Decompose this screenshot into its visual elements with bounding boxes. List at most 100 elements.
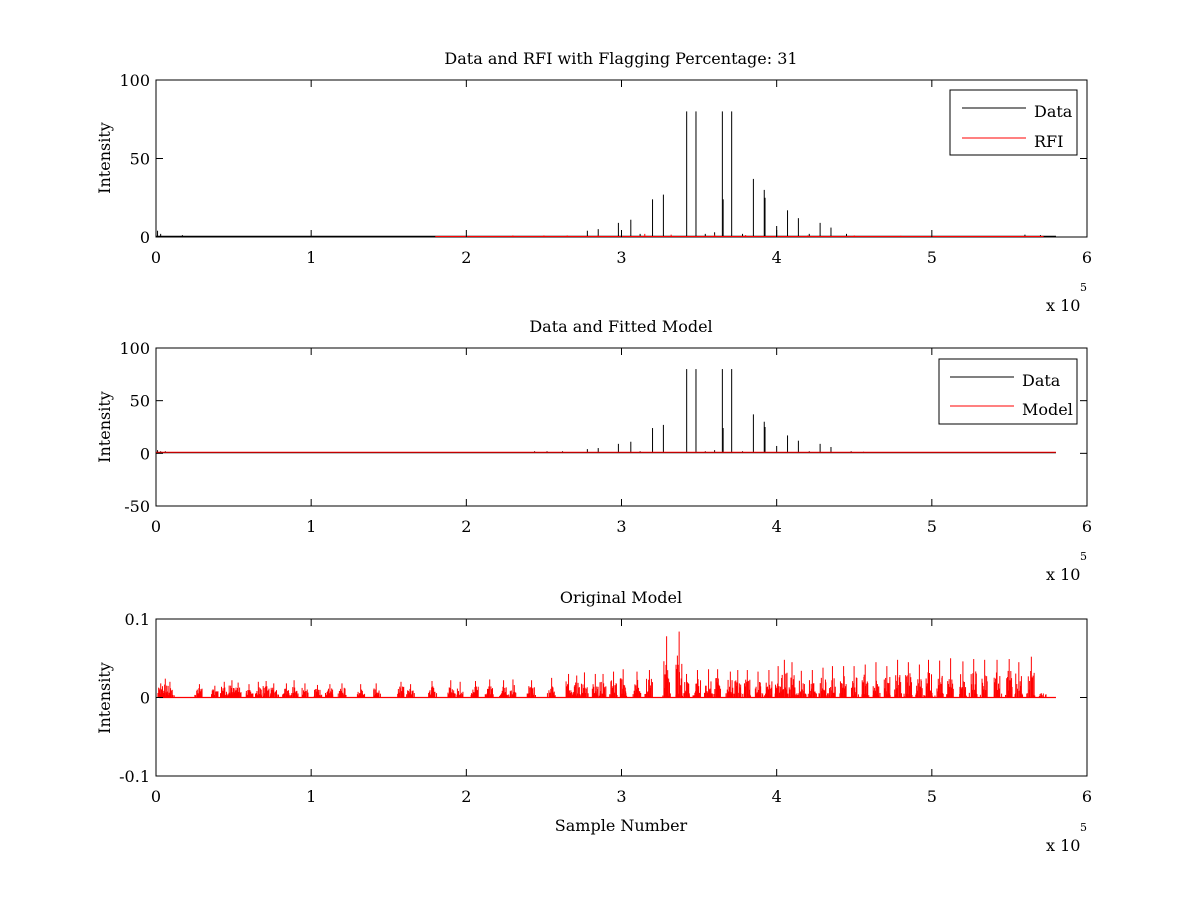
- series-burst: [796, 670, 807, 698]
- series-burst: [166, 681, 175, 698]
- series-burst: [1005, 659, 1013, 698]
- series-burst: [675, 631, 683, 698]
- series-burst: [968, 659, 978, 698]
- plot-area: [155, 347, 1088, 507]
- x-tick-label: 1: [306, 517, 316, 536]
- series-burst: [903, 662, 913, 698]
- series-burst: [754, 671, 764, 698]
- legend-box: [949, 89, 1078, 156]
- series-burst: [227, 680, 236, 698]
- x-tick-label: 6: [1082, 787, 1092, 806]
- legend-label-rfi: RFI: [1034, 132, 1063, 151]
- series-burst: [632, 671, 642, 698]
- series-burst: [781, 659, 789, 698]
- series-burst: [924, 659, 933, 698]
- y-tick-label: 50: [130, 392, 150, 411]
- x-exponent-power: 5: [1080, 550, 1087, 563]
- ticks-layer: 0 1 2 3 4 5 6-0.100.1: [119, 610, 1092, 806]
- y-tick-label: 0: [140, 444, 150, 463]
- series-burst: [211, 685, 219, 698]
- x-tick-label: 5: [927, 248, 937, 267]
- series-burst: [428, 681, 438, 698]
- series-layer: [157, 631, 1056, 699]
- x-tick-label: 0: [151, 248, 161, 267]
- series-burst: [915, 664, 925, 698]
- x-tick-label: 5: [927, 517, 937, 536]
- series-burst: [546, 677, 556, 698]
- series-burst: [591, 673, 599, 698]
- x-tick-label: 1: [306, 787, 316, 806]
- series-burst: [598, 673, 607, 698]
- series-burst: [289, 680, 299, 698]
- y-axis-label: Intensity: [95, 662, 114, 734]
- series-burst: [356, 684, 366, 698]
- series-burst: [301, 683, 309, 698]
- series-burst: [725, 671, 735, 698]
- series-burst: [839, 666, 847, 698]
- legend-box: [938, 358, 1078, 425]
- series-burst: [818, 667, 829, 698]
- x-exponent-power: 5: [1080, 281, 1087, 294]
- series-burst: [692, 670, 702, 698]
- x-tick-label: 0: [151, 787, 161, 806]
- series-burst: [456, 681, 464, 698]
- series-burst: [763, 670, 773, 698]
- series-burst: [337, 683, 347, 698]
- series-burst: [484, 679, 494, 698]
- series-burst: [644, 670, 653, 698]
- series-burst: [397, 681, 405, 698]
- series-burst: [499, 680, 508, 698]
- chart-title: Data and Fitted Model: [529, 317, 712, 336]
- x-tick-label: 1: [306, 248, 316, 267]
- x-tick-label: 2: [461, 787, 471, 806]
- x-exponent-label: x 10: [1046, 296, 1080, 315]
- x-exponent-label: x 10: [1046, 565, 1080, 584]
- series-burst: [1014, 662, 1024, 698]
- legend-label-model: Model: [1022, 400, 1073, 419]
- y-tick-label: 0: [140, 689, 150, 708]
- series-burst: [850, 666, 859, 698]
- series-burst: [774, 666, 783, 698]
- series-burst: [571, 675, 582, 698]
- series-burst: [883, 666, 891, 698]
- series-burst: [313, 684, 323, 698]
- series-burst: [609, 671, 618, 698]
- series-burst: [1038, 693, 1047, 698]
- x-tick-label: 2: [461, 248, 471, 267]
- series-burst: [827, 666, 836, 698]
- panel-original-model: 0 1 2 3 4 5 6-0.100.1 Original Model Intensity…: [95, 588, 1092, 855]
- series-burst: [993, 659, 1003, 698]
- legend: Data Model: [938, 358, 1078, 425]
- legend-label-data: Data: [1022, 371, 1061, 390]
- series-burst: [946, 658, 954, 698]
- series-burst: [787, 662, 797, 698]
- series-burst: [245, 684, 254, 698]
- ticks-layer: 0 1 2 3 4 5 6 0 50 100: [119, 71, 1092, 267]
- y-tick-label: 100: [119, 71, 150, 90]
- series-burst: [234, 682, 242, 698]
- series-burst: [1026, 656, 1036, 698]
- series-burst: [894, 659, 902, 698]
- x-exponent-label: x 10: [1046, 836, 1080, 855]
- x-tick-label: 3: [616, 787, 626, 806]
- x-tick-label: 2: [461, 517, 471, 536]
- y-tick-label: 50: [130, 150, 150, 169]
- series-burst: [733, 670, 742, 698]
- series-burst: [959, 661, 967, 698]
- series-burst: [508, 679, 517, 698]
- series-layer: [156, 111, 1056, 238]
- series-burst: [807, 670, 817, 698]
- y-tick-label: 100: [119, 339, 150, 358]
- series-burst: [373, 683, 381, 698]
- series-burst: [872, 662, 881, 698]
- y-tick-label: 0: [140, 228, 150, 247]
- chart-title: Original Model: [560, 588, 682, 607]
- x-exponent-power: 5: [1080, 821, 1087, 834]
- panel-rfi: 0 1 2 3 4 5 6 0 50 100 Data and RFI with Flagging…: [95, 49, 1092, 315]
- y-tick-label: 0.1: [125, 610, 150, 629]
- x-tick-label: 4: [772, 787, 782, 806]
- x-tick-label: 6: [1082, 517, 1092, 536]
